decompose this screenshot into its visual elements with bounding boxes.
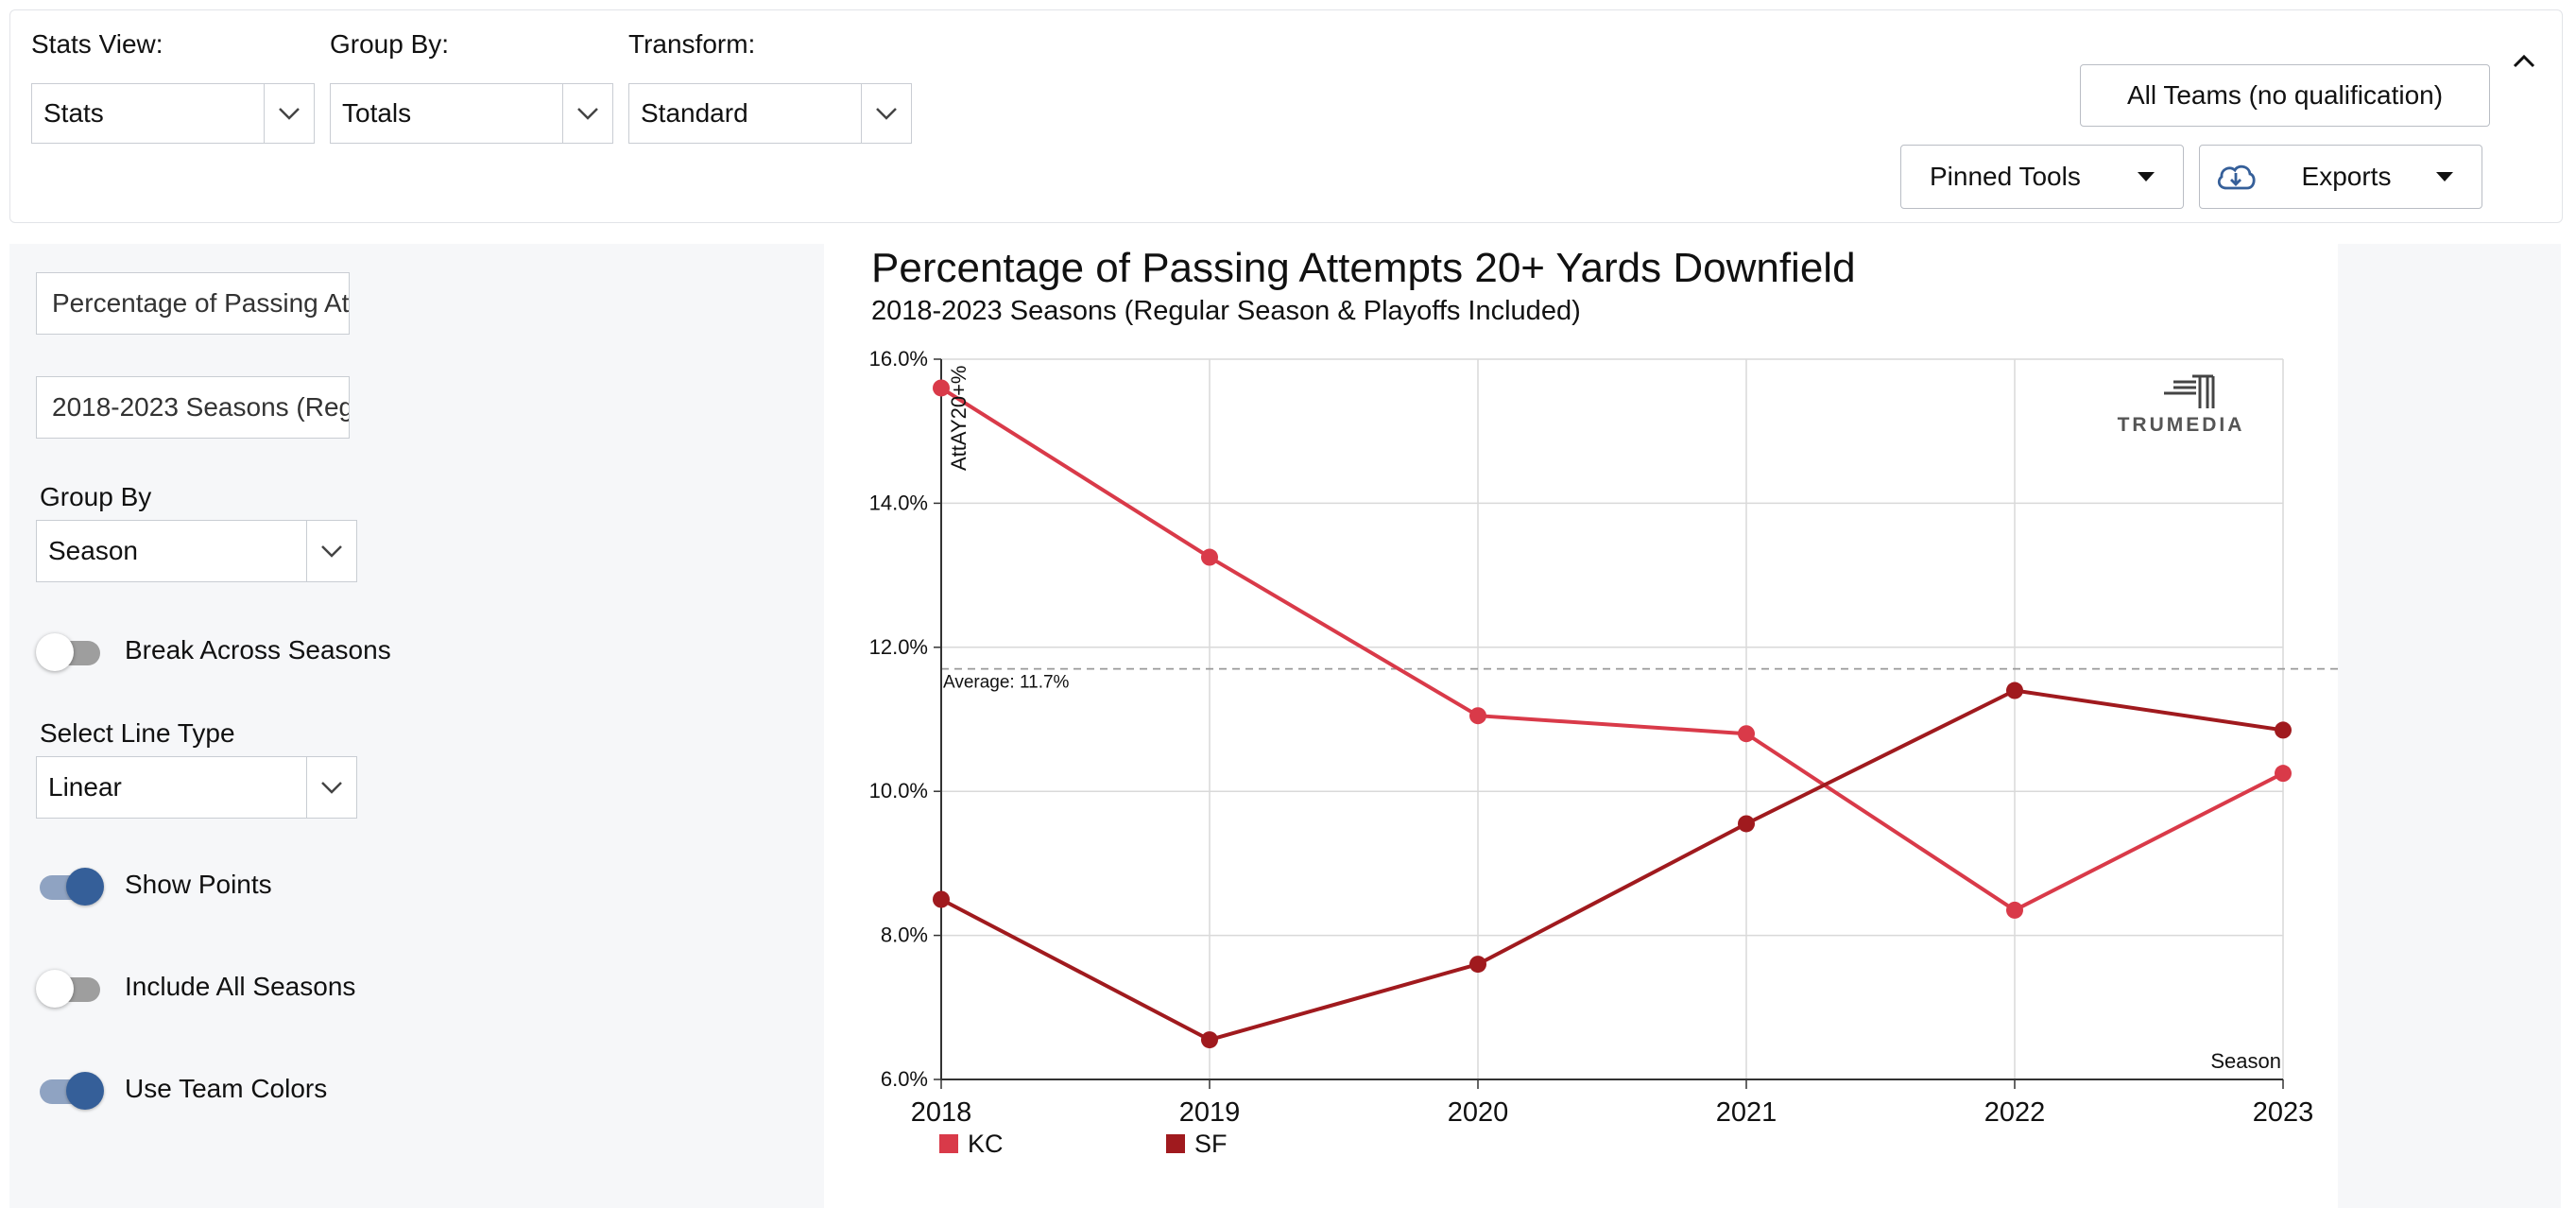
legend: KC SF xyxy=(939,1130,1228,1158)
chart-title: Percentage of Passing Attempts 20+ Yards… xyxy=(871,245,1856,291)
chevron-down-icon xyxy=(861,84,911,143)
stats-view-value: Stats xyxy=(43,98,104,128)
y-tick-label: 6.0% xyxy=(881,1067,928,1091)
x-axis-title: Season xyxy=(2210,1049,2281,1073)
transform-select[interactable]: Standard xyxy=(628,83,912,144)
right-gutter xyxy=(2338,244,2561,1208)
x-tick-label: 2020 xyxy=(1448,1097,1509,1128)
group-by-select[interactable]: Totals xyxy=(330,83,613,144)
x-tick-label: 2022 xyxy=(1984,1097,2046,1128)
legend-swatch-kc xyxy=(939,1134,958,1153)
transform-value: Standard xyxy=(641,98,748,128)
data-point-sf[interactable] xyxy=(2006,682,2023,699)
trumedia-logo-icon: TRUMEDIA xyxy=(2118,374,2245,436)
x-tick-label: 2021 xyxy=(1716,1097,1777,1128)
data-point-kc[interactable] xyxy=(933,379,950,397)
x-tick-label: 2018 xyxy=(911,1097,972,1128)
series-points xyxy=(933,379,2292,1049)
include-all-seasons-toggle[interactable] xyxy=(36,968,104,1010)
all-teams-button[interactable]: All Teams (no qualification) xyxy=(2080,64,2490,127)
line-chart: Percentage of Passing Attempts 20+ Yards… xyxy=(869,245,2338,1158)
chart-container: Percentage of Passing Attempts 20+ Yards… xyxy=(824,244,2338,1189)
break-across-seasons-toggle[interactable] xyxy=(36,631,104,673)
break-across-seasons-label: Break Across Seasons xyxy=(125,635,391,664)
y-axis-title: AttAY20+% xyxy=(947,366,970,472)
chart-options-panel: Percentage of Passing Attempts 20+ Yards… xyxy=(9,244,824,1208)
transform-label: Transform: xyxy=(628,29,756,59)
line-type-label: Select Line Type xyxy=(40,718,235,748)
chart-title-input[interactable]: Percentage of Passing Attempts 20+ Yards… xyxy=(36,272,350,335)
average-label: Average: 11.7% xyxy=(943,673,1070,693)
series-lines xyxy=(939,386,2284,1043)
group-by-value: Totals xyxy=(342,98,412,128)
y-tick-label: 16.0% xyxy=(869,347,928,371)
data-point-kc[interactable] xyxy=(1469,707,1486,725)
pinned-tools-button[interactable]: Pinned Tools xyxy=(1900,145,2184,209)
toolbar: Stats View: Stats Group By: Totals Trans… xyxy=(9,9,2563,223)
caret-down-icon xyxy=(2138,172,2155,181)
watermark-text: TRUMEDIA xyxy=(2118,414,2245,436)
data-point-sf[interactable] xyxy=(933,890,950,908)
y-tick-label: 14.0% xyxy=(869,491,928,514)
show-points-label: Show Points xyxy=(125,870,272,899)
group-by-label: Group By: xyxy=(330,29,450,59)
stats-view-select[interactable]: Stats xyxy=(31,83,315,144)
chevron-down-icon xyxy=(264,84,314,143)
group-by-select[interactable]: Season xyxy=(36,520,357,582)
use-team-colors-toggle[interactable] xyxy=(36,1070,104,1112)
chart-subtitle-input[interactable]: 2018-2023 Seasons (Regular Season & Play… xyxy=(36,376,350,439)
stats-view-label: Stats View: xyxy=(31,29,163,59)
data-point-sf[interactable] xyxy=(1469,956,1486,974)
y-tick-label: 8.0% xyxy=(881,923,928,947)
chevron-down-icon xyxy=(306,757,356,818)
exports-label: Exports xyxy=(2301,162,2392,191)
y-tick-label: 12.0% xyxy=(869,635,928,659)
data-point-kc[interactable] xyxy=(2006,901,2023,919)
chart-subtitle: 2018-2023 Seasons (Regular Season & Play… xyxy=(871,296,1581,326)
axes: 6.0% 8.0% 10.0% 12.0% 14.0% 16.0% 2018 2019 2020… xyxy=(869,347,2314,1128)
line-type-value: Linear xyxy=(48,772,122,802)
x-tick-label: 2019 xyxy=(1179,1097,1241,1128)
chevron-down-icon xyxy=(306,521,356,581)
data-point-sf[interactable] xyxy=(1201,1031,1218,1049)
data-point-sf[interactable] xyxy=(1738,815,1755,833)
legend-label-sf[interactable]: SF xyxy=(1194,1130,1228,1158)
use-team-colors-label: Use Team Colors xyxy=(125,1074,328,1103)
series-line-kc xyxy=(939,386,2284,912)
data-point-sf[interactable] xyxy=(2275,721,2292,739)
group-by-value: Season xyxy=(48,536,138,565)
series-line-sf xyxy=(940,688,2284,1043)
chevron-down-icon xyxy=(562,84,612,143)
x-tick-label: 2023 xyxy=(2253,1097,2314,1128)
include-all-seasons-label: Include All Seasons xyxy=(125,972,356,1001)
all-teams-label: All Teams (no qualification) xyxy=(2126,80,2444,110)
legend-swatch-sf xyxy=(1166,1134,1185,1153)
exports-button[interactable]: Exports xyxy=(2199,145,2482,209)
collapse-chevron-up-icon[interactable] xyxy=(2505,43,2543,80)
data-point-kc[interactable] xyxy=(1201,548,1218,566)
y-tick-label: 10.0% xyxy=(869,779,928,802)
pinned-tools-label: Pinned Tools xyxy=(1930,162,2081,191)
data-point-kc[interactable] xyxy=(1738,725,1755,743)
average-line-group: Average: 11.7% xyxy=(941,667,2338,693)
line-type-select[interactable]: Linear xyxy=(36,756,357,819)
gridlines xyxy=(940,358,2284,1079)
caret-down-icon xyxy=(2436,172,2453,181)
group-by-label: Group By xyxy=(40,482,152,511)
cloud-download-icon xyxy=(2215,162,2257,192)
show-points-toggle[interactable] xyxy=(36,866,104,907)
data-point-kc[interactable] xyxy=(2275,765,2292,783)
legend-label-kc[interactable]: KC xyxy=(968,1130,1004,1158)
